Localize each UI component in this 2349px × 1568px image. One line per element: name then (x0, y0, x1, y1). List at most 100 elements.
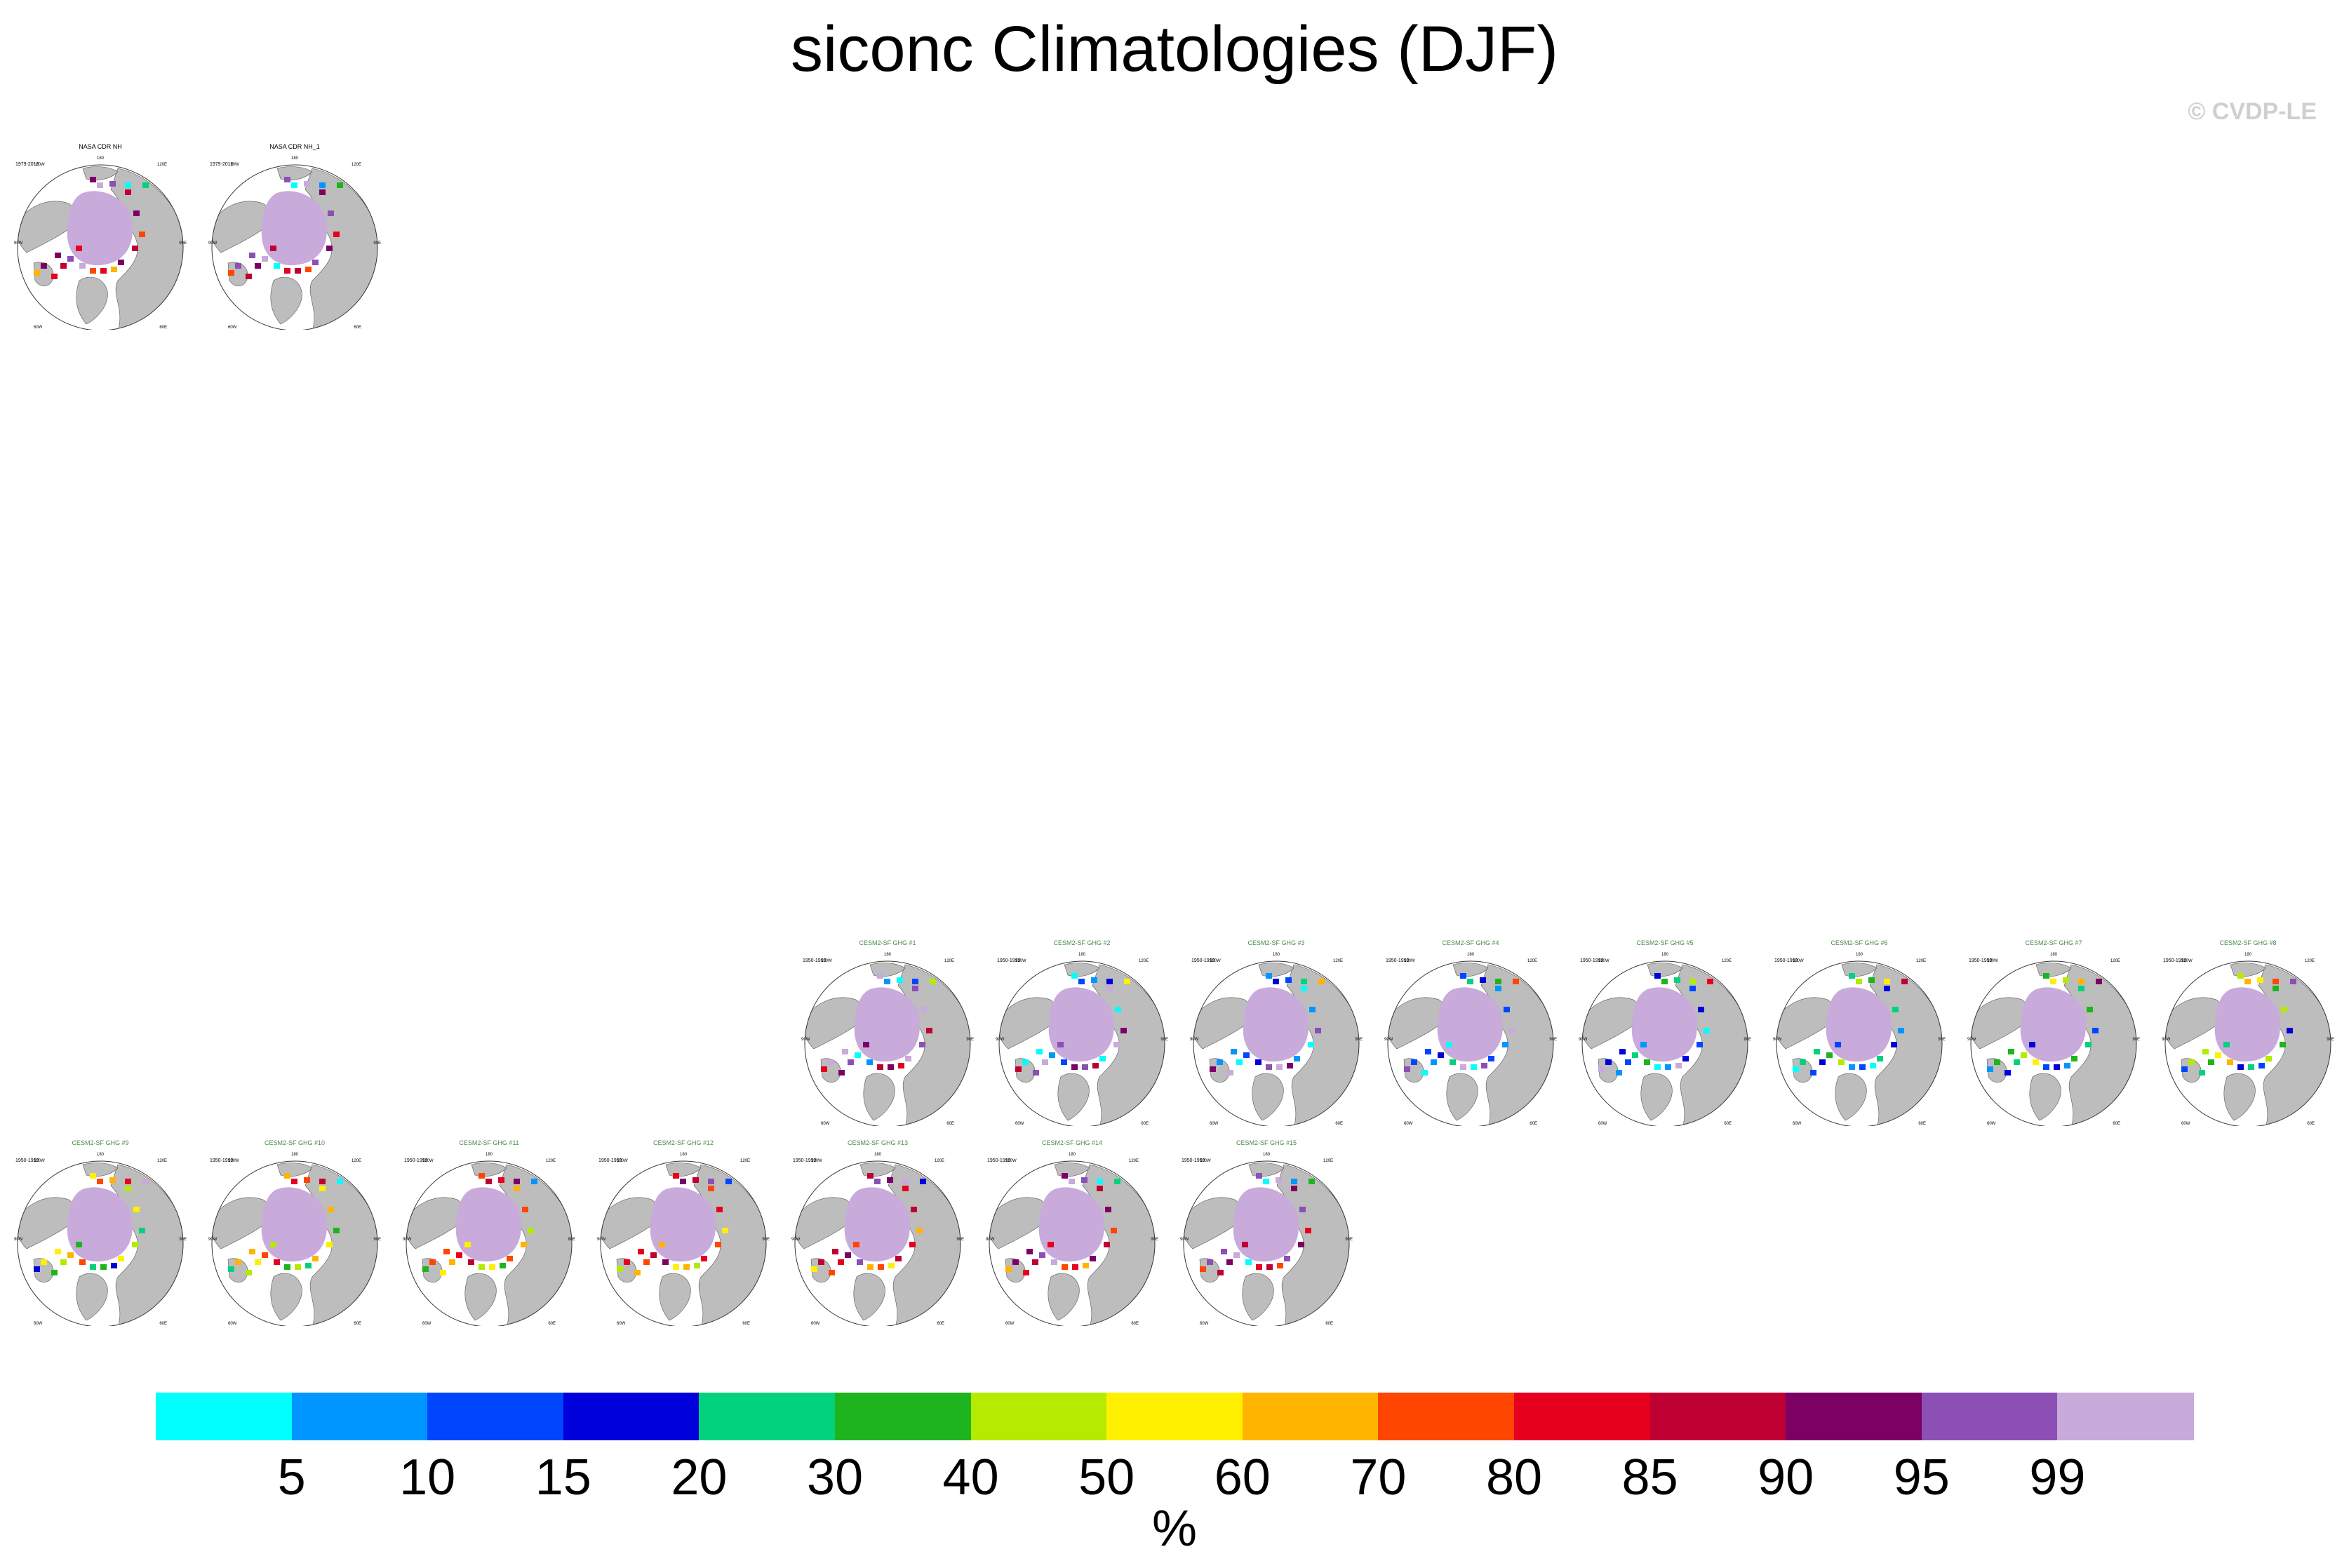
panel-title: CESM2-SF GHG #11 (459, 1139, 518, 1146)
svg-text:60W: 60W (1793, 1122, 1802, 1126)
svg-text:180: 180 (291, 1153, 299, 1157)
svg-text:120W: 120W (1200, 1159, 1211, 1163)
colorbar-box (291, 1393, 429, 1440)
svg-text:120W: 120W (617, 1159, 628, 1163)
svg-text:60E: 60E (2113, 1122, 2120, 1126)
panel-title: CESM2-SF GHG #10 (265, 1139, 325, 1146)
svg-text:120W: 120W (1210, 959, 1221, 963)
svg-text:120E: 120E (546, 1159, 556, 1163)
svg-text:90W: 90W (2162, 1038, 2171, 1042)
svg-text:180: 180 (2244, 953, 2252, 957)
map-panel: NASA CDR NH_1 1979-2016 180 120W 120E 90W 90E 6… (207, 140, 382, 330)
map-panel: CESM2-SF GHG #4 1950-1999 180 120W 120E 90W 90… (1383, 937, 1558, 1126)
svg-text:120E: 120E (1722, 959, 1732, 963)
svg-text:90W: 90W (791, 1238, 801, 1242)
colorbar-box (1786, 1393, 1922, 1440)
map-panel: CESM2-SF GHG #3 1950-1999 180 120W 120E 90W 90… (1189, 937, 1364, 1126)
svg-text:60E: 60E (1335, 1122, 1343, 1126)
svg-text:60W: 60W (617, 1322, 626, 1326)
svg-text:60E: 60E (548, 1322, 556, 1326)
svg-text:60W: 60W (1015, 1122, 1024, 1126)
colorbar-tick-label: 30 (806, 1449, 864, 1506)
map-panel: CESM2-SF GHG #14 1950-1999 180 120W 120E 90W 9… (984, 1137, 1160, 1326)
panel-title: NASA CDR NH_1 (269, 143, 320, 150)
panel-period: 1950-1999 (1191, 958, 1215, 963)
svg-text:90W: 90W (1384, 1038, 1393, 1042)
svg-text:60E: 60E (354, 1322, 361, 1326)
svg-text:120E: 120E (935, 1159, 944, 1163)
map-panel: CESM2-SF GHG #2 1950-1999 180 120W 120E 90W 90… (994, 937, 1170, 1126)
svg-text:120E: 120E (157, 163, 167, 167)
svg-text:120E: 120E (1527, 959, 1537, 963)
panel-title: CESM2-SF GHG #12 (653, 1139, 714, 1146)
colorbar-tick-label: 80 (1485, 1449, 1543, 1506)
colorbar-tick-label: 90 (1758, 1449, 1814, 1506)
svg-text:60E: 60E (937, 1322, 944, 1326)
panel-period: 1979-2016 (210, 162, 234, 167)
svg-text:120E: 120E (352, 1159, 361, 1163)
svg-text:120E: 120E (157, 1159, 167, 1163)
svg-text:60W: 60W (1210, 1122, 1219, 1126)
svg-text:60E: 60E (2307, 1122, 2315, 1126)
colorbar-tick-label: 15 (535, 1449, 591, 1506)
svg-text:180: 180 (97, 156, 105, 161)
panel-title: CESM2-SF GHG #15 (1236, 1139, 1297, 1146)
svg-text:120E: 120E (1323, 1159, 1333, 1163)
svg-text:180: 180 (1467, 953, 1475, 957)
panel-title: CESM2-SF GHG #7 (2025, 939, 2082, 946)
svg-text:120E: 120E (2305, 959, 2315, 963)
svg-text:120W: 120W (1404, 959, 1415, 963)
svg-text:60E: 60E (1918, 1122, 1926, 1126)
svg-text:60E: 60E (1530, 1122, 1537, 1126)
svg-text:60E: 60E (742, 1322, 750, 1326)
colorbar-box (1921, 1393, 2059, 1440)
svg-text:120W: 120W (228, 1159, 239, 1163)
panel-period: 1950-1999 (15, 1158, 39, 1163)
panel-period: 1950-1999 (793, 1158, 817, 1163)
panel-title: CESM2-SF GHG #6 (1831, 939, 1887, 946)
svg-text:90W: 90W (996, 1038, 1005, 1042)
svg-text:90W: 90W (14, 1238, 23, 1242)
svg-text:120W: 120W (34, 1159, 45, 1163)
panel-period: 1979-2016 (15, 162, 39, 167)
svg-text:90W: 90W (1190, 1038, 1199, 1042)
panel-period: 1950-1999 (1580, 958, 1604, 963)
svg-text:90W: 90W (1967, 1038, 1976, 1042)
svg-text:120W: 120W (1005, 1159, 1017, 1163)
panel-title: CESM2-SF GHG #5 (1636, 939, 1693, 946)
colorbar-box (427, 1393, 564, 1440)
svg-text:60W: 60W (821, 1122, 830, 1126)
svg-text:60E: 60E (946, 1122, 954, 1126)
panel-title: CESM2-SF GHG #9 (72, 1139, 128, 1146)
panel-period: 1950-1999 (1774, 958, 1798, 963)
colorbar-tick-label: 60 (1214, 1449, 1271, 1506)
svg-text:60W: 60W (811, 1322, 820, 1326)
panel-title: CESM2-SF GHG #13 (848, 1139, 908, 1146)
svg-text:120E: 120E (1129, 1159, 1139, 1163)
svg-text:60W: 60W (2181, 1122, 2190, 1126)
svg-text:60W: 60W (228, 326, 237, 330)
svg-text:120W: 120W (811, 1159, 822, 1163)
svg-text:60E: 60E (354, 326, 361, 330)
colorbar-box (970, 1393, 1108, 1440)
svg-text:60W: 60W (1005, 1322, 1015, 1326)
colorbar-box (1106, 1393, 1243, 1440)
svg-text:180: 180 (1069, 1153, 1076, 1157)
svg-text:120W: 120W (228, 163, 239, 167)
colorbar-box (1649, 1393, 1787, 1440)
svg-text:90W: 90W (801, 1038, 810, 1042)
colorbar-tick-label: 50 (1078, 1449, 1135, 1506)
colorbar-box (1242, 1393, 1379, 1440)
map-panel: CESM2-SF GHG #5 1950-1999 180 120W 120E 90W 90… (1577, 937, 1753, 1126)
svg-text:120E: 120E (944, 959, 954, 963)
svg-text:90W: 90W (1180, 1238, 1189, 1242)
panel-period: 1950-1999 (1386, 958, 1410, 963)
colorbar-box (563, 1393, 700, 1440)
colorbar-tick-label: 70 (1350, 1449, 1407, 1506)
map-panel: CESM2-SF GHG #10 1950-1999 180 120W 120E 90W 9… (207, 1137, 382, 1326)
svg-text:180: 180 (1856, 953, 1863, 957)
svg-text:180: 180 (1263, 1153, 1271, 1157)
panel-period: 1950-1999 (987, 1158, 1011, 1163)
svg-text:60W: 60W (422, 1322, 431, 1326)
colorbar-box (699, 1393, 836, 1440)
